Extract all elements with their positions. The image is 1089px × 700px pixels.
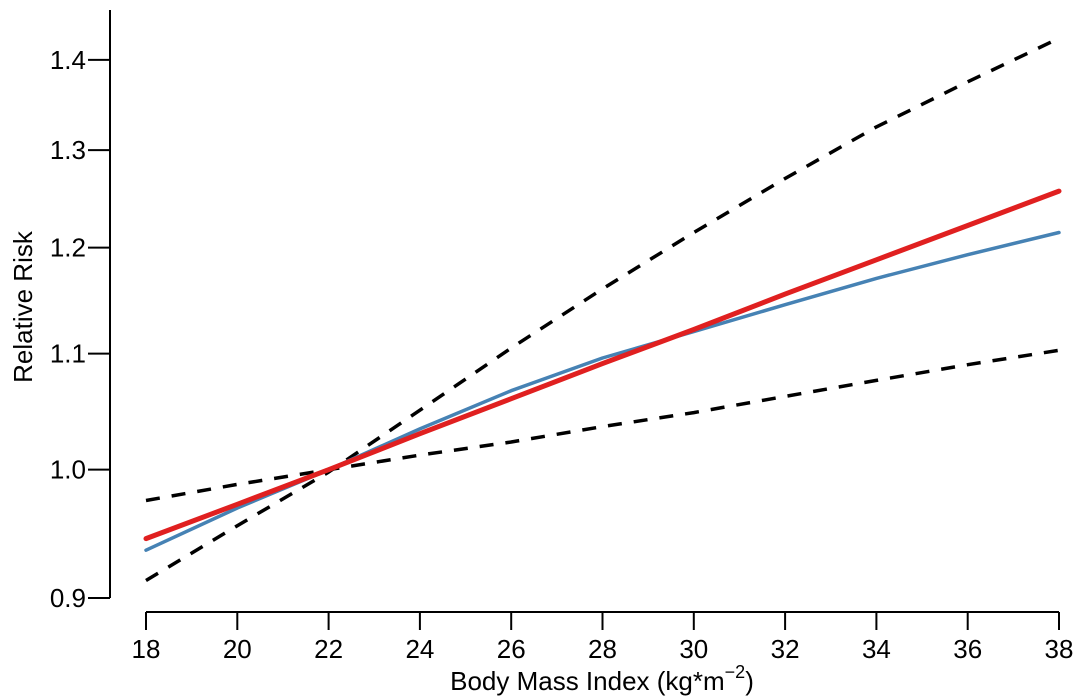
- x-tick-label: 22: [314, 634, 343, 664]
- y-axis-title: Relative Risk: [8, 230, 38, 383]
- x-tick-label: 38: [1045, 634, 1074, 664]
- x-tick-label: 26: [497, 634, 526, 664]
- x-tick-label: 20: [223, 634, 252, 664]
- series-layer: [143, 36, 1062, 583]
- x-tick-label: 36: [953, 634, 982, 664]
- x-tick-label: 30: [679, 634, 708, 664]
- x-tick-label: 24: [405, 634, 434, 664]
- series-line-lower-ci: [145, 348, 1060, 503]
- x-axis-title-main: Body Mass Index (kg*m: [450, 666, 725, 696]
- x-tick-label: 28: [588, 634, 617, 664]
- y-tick-label: 1.1: [50, 339, 86, 369]
- series-line-spline-fit: [144, 230, 1061, 552]
- x-tick-label: 18: [132, 634, 161, 664]
- x-axis-title: Body Mass Index (kg*m−2): [450, 662, 754, 696]
- x-tick-label: 34: [862, 634, 891, 664]
- y-tick-label: 1.4: [50, 45, 86, 75]
- axes: 0.9 1.0 1.1 1.2 1.3 1.4 18 20 22 24 26 28 30 32 34 36 38: [50, 10, 1074, 664]
- x-axis-title-close: ): [745, 666, 754, 696]
- y-tick-label: 0.9: [50, 583, 86, 613]
- y-tick-label: 1.3: [50, 135, 86, 165]
- series-line-upper-ci: [145, 36, 1060, 583]
- y-tick-label: 1.2: [50, 233, 86, 263]
- y-tick-label: 1.0: [50, 455, 86, 485]
- x-tick-label: 32: [771, 634, 800, 664]
- series-line-linear-fit: [143, 188, 1062, 542]
- x-axis-title-superscript: −2: [725, 662, 746, 682]
